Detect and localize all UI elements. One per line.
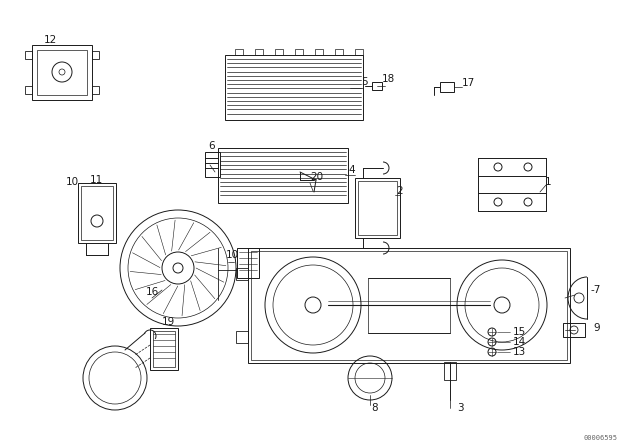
Text: 13: 13	[513, 347, 525, 357]
Bar	[237, 248, 259, 278]
Text: 17: 17	[461, 78, 475, 88]
Bar	[358, 181, 397, 235]
Text: 19: 19	[161, 317, 175, 327]
Text: 11: 11	[90, 175, 102, 185]
Text: 3: 3	[457, 403, 463, 413]
Text: -7: -7	[591, 285, 601, 295]
Bar	[315, 49, 323, 55]
Bar	[563, 323, 585, 337]
Bar	[251, 251, 567, 360]
Bar	[248, 248, 570, 363]
Text: 1: 1	[545, 177, 551, 187]
Bar	[368, 278, 450, 333]
Text: 15: 15	[513, 327, 525, 337]
Bar	[236, 268, 248, 280]
Bar	[444, 362, 456, 380]
Bar	[25, 86, 32, 94]
Bar	[150, 328, 178, 370]
Bar	[32, 45, 92, 100]
Bar	[440, 82, 454, 92]
Bar	[295, 49, 303, 55]
Text: 9: 9	[594, 323, 600, 333]
Bar	[78, 183, 116, 243]
Bar	[218, 148, 348, 203]
Text: 12: 12	[44, 35, 56, 45]
Bar	[255, 49, 263, 55]
Text: 14: 14	[513, 337, 525, 347]
Text: 20: 20	[310, 172, 324, 182]
Text: 00006595: 00006595	[583, 435, 617, 441]
Bar	[275, 49, 283, 55]
Bar	[355, 178, 400, 238]
Bar	[153, 331, 175, 367]
Bar	[25, 51, 32, 59]
Bar	[236, 331, 248, 343]
Text: 16: 16	[145, 287, 159, 297]
Text: 18: 18	[381, 74, 395, 84]
Bar	[92, 51, 99, 59]
Text: 8: 8	[372, 403, 378, 413]
Bar	[355, 49, 363, 55]
Text: 2: 2	[397, 186, 403, 196]
Bar	[37, 50, 87, 95]
Bar	[81, 186, 113, 240]
Text: 5: 5	[362, 77, 368, 87]
Text: 10: 10	[65, 177, 79, 187]
Bar	[235, 49, 243, 55]
Bar	[225, 55, 363, 120]
Text: 6: 6	[209, 141, 215, 151]
Bar	[372, 82, 382, 90]
Bar	[335, 49, 343, 55]
Bar	[205, 152, 220, 177]
Text: 10: 10	[225, 250, 239, 260]
Bar	[92, 86, 99, 94]
Text: 4: 4	[349, 165, 355, 175]
